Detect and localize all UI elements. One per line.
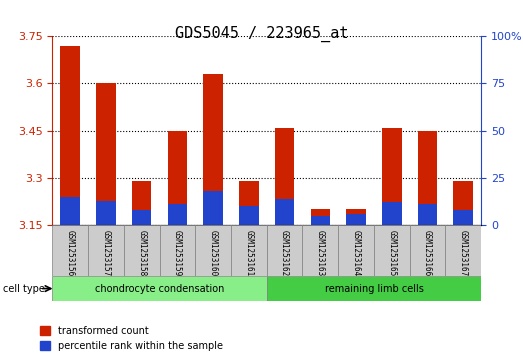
Text: GSM1253164: GSM1253164 bbox=[351, 230, 360, 276]
Bar bbox=[239, 206, 259, 225]
Bar bbox=[311, 209, 330, 225]
FancyBboxPatch shape bbox=[267, 225, 302, 276]
Bar bbox=[275, 199, 294, 225]
Text: GSM1253160: GSM1253160 bbox=[209, 230, 218, 276]
Bar bbox=[453, 181, 473, 225]
Bar bbox=[167, 204, 187, 225]
Bar bbox=[96, 83, 116, 225]
FancyBboxPatch shape bbox=[231, 225, 267, 276]
Bar bbox=[60, 197, 80, 225]
Bar bbox=[132, 210, 152, 225]
FancyBboxPatch shape bbox=[302, 225, 338, 276]
Text: GSM1253163: GSM1253163 bbox=[316, 230, 325, 276]
FancyBboxPatch shape bbox=[446, 225, 481, 276]
Bar bbox=[203, 74, 223, 225]
Bar bbox=[346, 209, 366, 225]
FancyBboxPatch shape bbox=[124, 225, 160, 276]
Bar bbox=[382, 127, 402, 225]
FancyBboxPatch shape bbox=[338, 225, 374, 276]
Bar bbox=[203, 191, 223, 225]
Text: cell type: cell type bbox=[3, 284, 44, 294]
Bar bbox=[132, 181, 152, 225]
Bar bbox=[167, 131, 187, 225]
Bar bbox=[239, 181, 259, 225]
Text: GSM1253158: GSM1253158 bbox=[137, 230, 146, 276]
FancyBboxPatch shape bbox=[374, 225, 410, 276]
Text: GSM1253167: GSM1253167 bbox=[459, 230, 468, 276]
Text: GSM1253165: GSM1253165 bbox=[388, 230, 396, 276]
Bar bbox=[418, 204, 437, 225]
Text: GSM1253157: GSM1253157 bbox=[101, 230, 110, 276]
Text: GSM1253162: GSM1253162 bbox=[280, 230, 289, 276]
Text: GSM1253159: GSM1253159 bbox=[173, 230, 182, 276]
Bar bbox=[311, 216, 330, 225]
Bar bbox=[382, 203, 402, 225]
FancyBboxPatch shape bbox=[410, 225, 446, 276]
Text: remaining limb cells: remaining limb cells bbox=[324, 284, 424, 294]
Text: GSM1253166: GSM1253166 bbox=[423, 230, 432, 276]
FancyBboxPatch shape bbox=[52, 276, 267, 301]
Bar bbox=[96, 200, 116, 225]
FancyBboxPatch shape bbox=[195, 225, 231, 276]
Bar bbox=[275, 127, 294, 225]
Text: GSM1253156: GSM1253156 bbox=[66, 230, 75, 276]
FancyBboxPatch shape bbox=[160, 225, 195, 276]
FancyBboxPatch shape bbox=[52, 225, 88, 276]
Legend: transformed count, percentile rank within the sample: transformed count, percentile rank withi… bbox=[36, 322, 226, 355]
Bar bbox=[60, 46, 80, 225]
FancyBboxPatch shape bbox=[88, 225, 124, 276]
Text: chondrocyte condensation: chondrocyte condensation bbox=[95, 284, 224, 294]
Text: GSM1253161: GSM1253161 bbox=[244, 230, 253, 276]
FancyBboxPatch shape bbox=[267, 276, 481, 301]
Bar bbox=[346, 214, 366, 225]
Bar bbox=[418, 131, 437, 225]
Text: GDS5045 / 223965_at: GDS5045 / 223965_at bbox=[175, 25, 348, 42]
Bar bbox=[453, 210, 473, 225]
